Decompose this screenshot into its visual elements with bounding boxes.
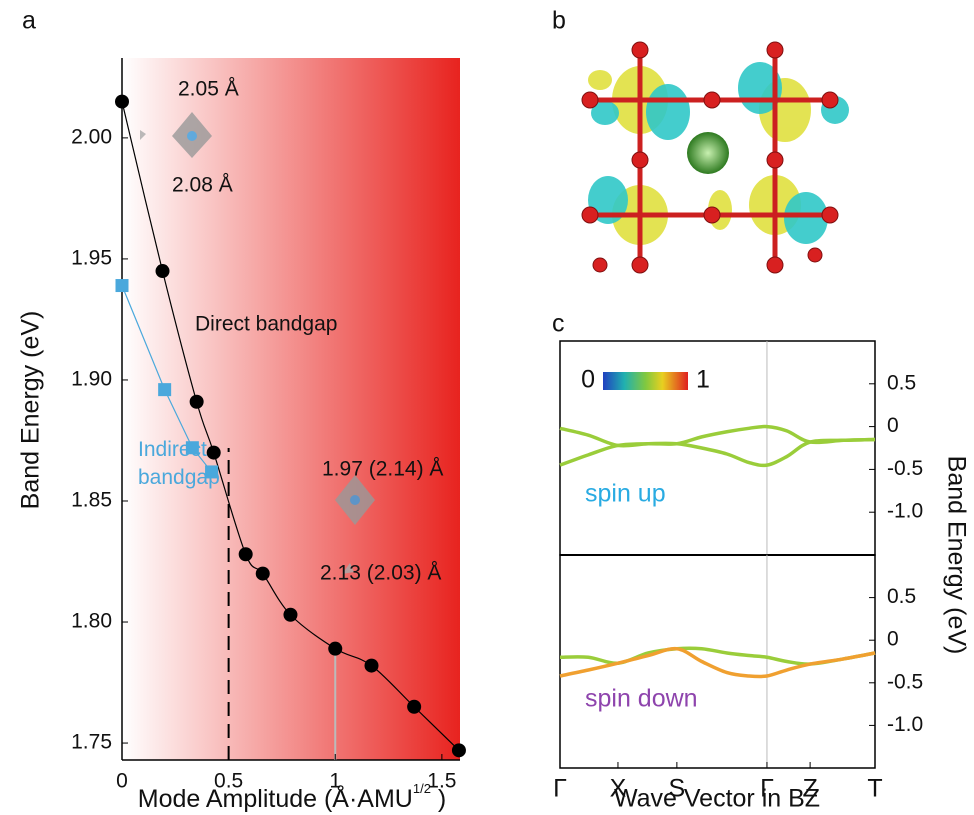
y-tick-label: 1.75 xyxy=(71,731,112,754)
data-point xyxy=(156,264,170,278)
data-point xyxy=(256,567,270,581)
x-tick-label: 0 xyxy=(116,770,128,793)
data-point xyxy=(190,395,204,409)
panel-label: c xyxy=(552,310,565,338)
data-point xyxy=(116,279,129,292)
y-tick-label: -1.0 xyxy=(887,500,923,523)
panel-label: a xyxy=(22,7,36,35)
x-axis-title-part: 1/2 xyxy=(413,781,431,796)
y-tick-label: -0.5 xyxy=(887,457,923,480)
annotation: 1.97 (2.14) Å xyxy=(322,458,443,481)
data-point xyxy=(115,95,129,109)
x-tick-label: Γ xyxy=(553,775,567,803)
y-tick-label: -0.5 xyxy=(887,670,923,693)
y-tick-label: -1.0 xyxy=(887,713,923,736)
annotation: spin down xyxy=(585,685,698,713)
x-tick-label: T xyxy=(867,775,882,803)
figure: abc1.751.801.851.901.952.0000.511.5Direc… xyxy=(0,0,974,815)
data-point xyxy=(452,743,466,757)
annotation: spin up xyxy=(585,480,666,508)
data-point xyxy=(365,659,379,673)
structure-image xyxy=(582,42,849,273)
y-axis-title: Band Energy (eV) xyxy=(942,456,970,655)
x-axis-title: Wave Vector in BZ xyxy=(614,785,820,813)
y-tick-label: 0 xyxy=(887,628,899,651)
panel-label: b xyxy=(552,7,566,35)
x-axis-title-part: ) xyxy=(431,785,446,813)
gradient-background xyxy=(122,58,460,760)
x-axis-title: Mode Amplitude (Å·AMU1/2 ) xyxy=(138,781,446,812)
y-tick-label: 1.90 xyxy=(71,367,112,390)
series-line xyxy=(560,427,875,446)
colorbar-label: 0 xyxy=(581,366,595,394)
data-point xyxy=(283,608,297,622)
data-point xyxy=(239,547,253,561)
x-axis-title-part: Mode Amplitude (Å·AMU xyxy=(138,783,413,813)
data-point xyxy=(407,700,421,714)
colorbar xyxy=(603,372,688,390)
y-tick-label: 1.80 xyxy=(71,610,112,633)
data-point xyxy=(328,642,342,656)
data-point xyxy=(158,383,171,396)
y-tick-label: 1.95 xyxy=(71,246,112,269)
colorbar-label: 1 xyxy=(696,366,710,394)
annotation: 2.13 (2.03) Å xyxy=(320,562,441,585)
y-axis-title: Band Energy (eV) xyxy=(17,311,45,510)
y-tick-label: 1.85 xyxy=(71,489,112,512)
annotation: 2.08 Å xyxy=(172,174,233,197)
y-tick-label: 0 xyxy=(887,414,899,437)
y-tick-label: 0.5 xyxy=(887,585,916,608)
annotation: 2.05 Å xyxy=(178,78,239,101)
y-tick-label: 0.5 xyxy=(887,371,916,394)
y-tick-label: 2.00 xyxy=(71,125,112,148)
series-label: Direct bandgap xyxy=(195,313,337,336)
